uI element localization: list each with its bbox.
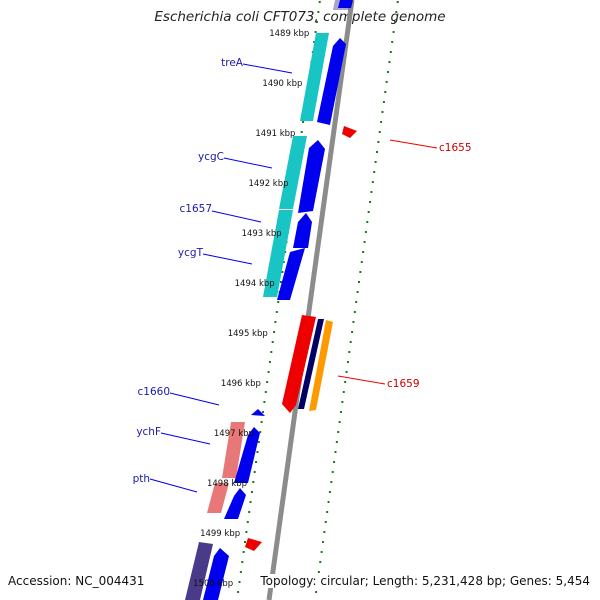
gene-label-c1659[interactable]: c1659 [387, 378, 420, 390]
tick-labels: 1489 kbp 1490 kbp 1491 kbp 1492 kbp 1493 kbp… [193, 29, 309, 589]
minus-gene-5 [251, 409, 265, 416]
backbone-line [266, 0, 355, 600]
tick-label: 1489 kbp [269, 29, 309, 39]
feature-pink-2 [207, 483, 229, 513]
tick-label: 1500 kbp [193, 579, 233, 589]
feature-cyan-3 [263, 210, 293, 297]
gene-label-pth[interactable]: pth [133, 473, 150, 485]
label-leader-line [242, 63, 293, 74]
plus-gene-c1659 [282, 315, 316, 413]
feature-navy [298, 319, 324, 409]
label-leader-line [160, 432, 211, 445]
gene-label-c1660[interactable]: c1660 [138, 386, 171, 398]
gene-label-ycgC[interactable]: ycgC [198, 151, 224, 163]
minus-gene-3 [293, 213, 312, 248]
gene-labels: treA ycgC c1657 ycgT c1660 ychF pth c1655 c1659 [133, 57, 472, 493]
plus-gene-small [245, 538, 262, 551]
tick-label: 1491 kbp [255, 129, 295, 139]
tick-label: 1496 kbp [221, 379, 261, 389]
label-leader-line [149, 478, 198, 493]
gene-label-ychF[interactable]: ychF [136, 426, 161, 438]
label-leader-line [169, 392, 220, 406]
gene-label-c1655[interactable]: c1655 [439, 142, 472, 154]
minus-gene-1 [317, 38, 346, 125]
feature-orange [309, 320, 333, 411]
minus-gene-7 [224, 488, 246, 519]
minus-gene-top [338, 0, 353, 8]
tick-label: 1497 kbp [214, 429, 254, 439]
feature-pink-1 [222, 422, 245, 478]
feature-cyan-1 [300, 33, 329, 121]
label-leader-line [337, 375, 386, 385]
tick-label: 1498 kbp [207, 479, 247, 489]
plus-gene-c1655 [342, 126, 357, 138]
tick-label: 1499 kbp [200, 529, 240, 539]
tick-label: 1494 kbp [235, 279, 275, 289]
minus-gene-2 [298, 140, 325, 213]
tick-label: 1490 kbp [262, 79, 302, 89]
tick-label: 1495 kbp [228, 329, 268, 339]
minus-gene-8 [203, 548, 229, 600]
genome-summary-text: Topology: circular; Length: 5,231,428 bp… [258, 574, 590, 588]
label-leader-line [223, 157, 273, 169]
feature-purple-bottom [185, 542, 213, 600]
label-leader-line [211, 210, 262, 223]
gene-label-c1657[interactable]: c1657 [180, 203, 213, 215]
tick-label: 1492 kbp [248, 179, 288, 189]
accession-text: Accession: NC_004431 [8, 574, 147, 588]
map-title: Escherichia coli CFT073, complete genome [154, 9, 446, 25]
minus-gene-4 [277, 248, 305, 300]
feature-cyan-2 [279, 136, 307, 209]
gene-label-treA[interactable]: treA [221, 57, 244, 69]
gene-label-ycgT[interactable]: ycgT [178, 247, 204, 259]
label-leader-line [202, 253, 253, 265]
tick-label: 1493 kbp [242, 229, 282, 239]
minus-gene-6 [234, 427, 260, 483]
label-leader-line [389, 139, 438, 149]
